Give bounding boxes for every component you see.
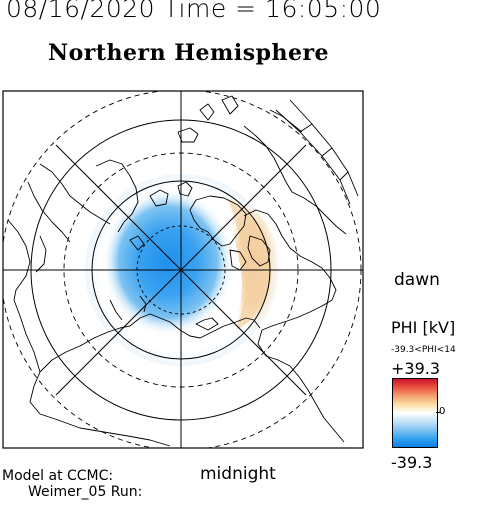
coastlines — [7, 95, 359, 447]
colorbar-zero-label: 0 — [439, 406, 446, 417]
colorbar-title: PHI [kV] — [391, 318, 456, 337]
date-time-header: 08/16/2020 Time = 16:05:00 — [6, 0, 382, 23]
run-label: Weimer_05 Run: — [28, 484, 143, 500]
colorbar-range-text: -39.3<PHI<14 — [391, 345, 456, 355]
positive-potential-core — [228, 198, 271, 330]
midnight-label: midnight — [200, 464, 276, 484]
model-label: Model at CCMC: — [2, 468, 114, 484]
colorbar-min-label: -39.3 — [391, 453, 433, 472]
colorbar-max-label: +39.3 — [391, 359, 441, 378]
colorbar-zero-tick — [436, 412, 440, 413]
negative-potential-cell — [102, 188, 234, 336]
polar-map — [2, 90, 364, 449]
plot-title: Northern Hemisphere — [48, 40, 330, 66]
dawn-label: dawn — [394, 270, 440, 290]
colorbar — [392, 378, 438, 448]
